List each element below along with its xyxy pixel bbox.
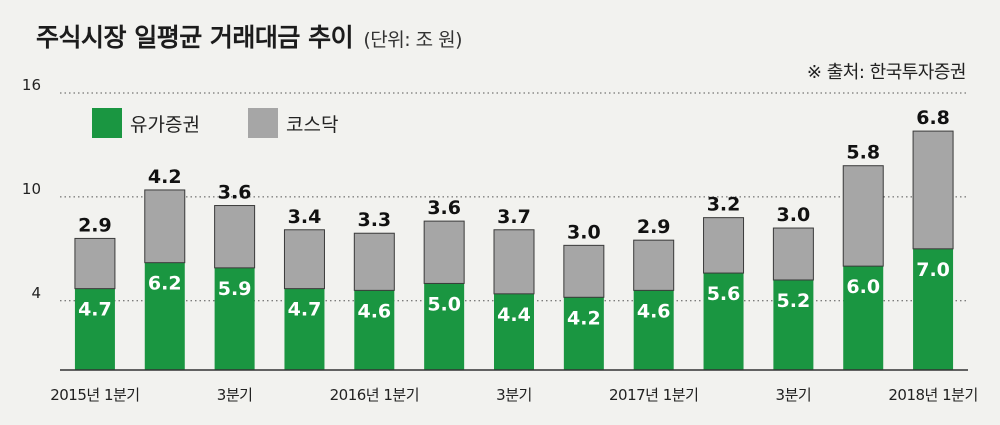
- x-tick-label-2: 3분기: [217, 386, 253, 404]
- x-tick-label-4: 2016년 1분기: [330, 386, 419, 404]
- label-yuga-10: 5.2: [777, 290, 811, 312]
- bar-kosdaq-12: [912, 130, 954, 250]
- bar-kosdaq-5: [423, 220, 465, 284]
- label-kosdaq-11: 5.8: [846, 142, 880, 164]
- bar-kosdaq-1: [144, 189, 186, 264]
- bar-kosdaq-0: [74, 237, 116, 290]
- bar-yuga-5: [424, 283, 465, 370]
- label-yuga-8: 4.6: [637, 300, 671, 322]
- label-kosdaq-12: 6.8: [916, 107, 950, 129]
- bar-kosdaq-10: [772, 227, 814, 281]
- label-kosdaq-6: 3.7: [497, 206, 531, 228]
- label-yuga-11: 6.0: [846, 276, 880, 298]
- label-yuga-2: 5.9: [218, 278, 252, 300]
- x-tick-label-10: 3분기: [776, 386, 812, 404]
- label-kosdaq-5: 3.6: [427, 197, 461, 219]
- bar-kosdaq-4: [353, 232, 395, 291]
- bar-yuga-3: [284, 288, 325, 370]
- bar-yuga-0: [74, 288, 115, 370]
- bar-yuga-6: [494, 293, 534, 370]
- y-tick-label-10: 10: [22, 180, 41, 198]
- legend-swatch-kosdaq: [248, 108, 278, 138]
- x-tick-label-8: 2017년 1분기: [609, 386, 698, 404]
- y-tick-label-4: 4: [31, 284, 41, 302]
- x-tick-label-6: 3분기: [496, 386, 532, 404]
- bar-kosdaq-3: [283, 229, 325, 290]
- label-kosdaq-1: 4.2: [148, 166, 182, 188]
- legend-label-yuga: 유가증권: [130, 114, 200, 136]
- legend-label-kosdaq: 코스닥: [286, 114, 338, 136]
- bar-kosdaq-7: [563, 244, 605, 298]
- label-yuga-6: 4.4: [497, 304, 531, 326]
- label-yuga-12: 7.0: [916, 259, 950, 281]
- legend-swatch-yuga: [92, 108, 122, 138]
- label-yuga-0: 4.7: [78, 299, 112, 321]
- unit-label: (단위: 조 원): [363, 29, 463, 51]
- label-yuga-5: 5.0: [427, 293, 461, 315]
- label-yuga-9: 5.6: [707, 283, 741, 305]
- bar-yuga-4: [354, 290, 395, 370]
- label-kosdaq-3: 3.4: [288, 206, 322, 228]
- label-kosdaq-0: 2.9: [78, 214, 112, 236]
- bar-kosdaq-9: [703, 217, 745, 274]
- bar-kosdaq-8: [633, 239, 675, 291]
- label-yuga-3: 4.7: [288, 299, 322, 321]
- bar-yuga-2: [214, 267, 255, 370]
- label-yuga-4: 4.6: [357, 300, 391, 322]
- bar-yuga-12: [913, 248, 954, 370]
- bar-yuga-11: [843, 266, 884, 370]
- label-kosdaq-10: 3.0: [777, 204, 811, 226]
- y-tick-label-16: 16: [22, 76, 41, 94]
- chart-title: 주식시장 일평균 거래대금 추이 (단위: 조 원): [36, 18, 463, 54]
- bar-yuga-9: [703, 273, 744, 370]
- x-tick-label-0: 2015년 1분기: [50, 386, 139, 404]
- label-yuga-7: 4.2: [567, 307, 601, 329]
- label-yuga-1: 6.2: [148, 273, 182, 295]
- label-kosdaq-7: 3.0: [567, 221, 601, 243]
- label-kosdaq-4: 3.3: [357, 209, 391, 231]
- source-note: ※ 출처: 한국투자증권: [806, 62, 967, 83]
- label-kosdaq-9: 3.2: [707, 194, 741, 216]
- bar-yuga-7: [563, 297, 604, 370]
- bar-kosdaq-2: [214, 205, 256, 269]
- bar-kosdaq-11: [842, 165, 884, 267]
- bar-yuga-1: [144, 262, 185, 370]
- bar-kosdaq-6: [493, 229, 535, 295]
- bar-yuga-8: [633, 290, 674, 370]
- bar-yuga-10: [773, 279, 814, 370]
- title-text: 주식시장 일평균 거래대금 추이: [36, 23, 354, 52]
- label-kosdaq-2: 3.6: [218, 182, 252, 204]
- label-kosdaq-8: 2.9: [637, 216, 671, 238]
- x-tick-label-12: 2018년 1분기: [888, 386, 977, 404]
